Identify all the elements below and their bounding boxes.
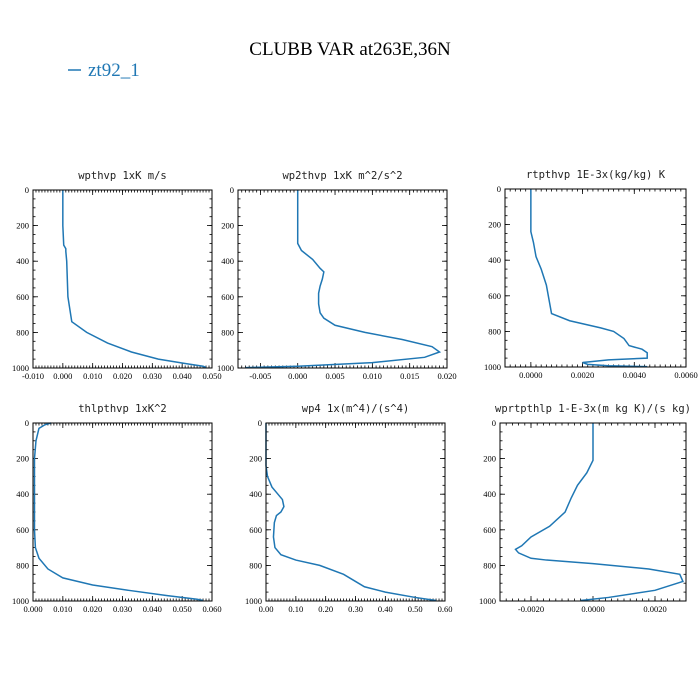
x-tick-label: 0.030 bbox=[113, 604, 132, 614]
y-tick-label: 600 bbox=[249, 525, 262, 535]
y-tick-label: 400 bbox=[16, 489, 29, 499]
legend: zt92_1 bbox=[68, 60, 140, 81]
y-tick-label: 200 bbox=[16, 454, 29, 464]
x-tick-label: 0.30 bbox=[348, 604, 363, 614]
panel-1: wpthvp 1xK m/s -0.010 0.000 0.010 0.020 0.030… bbox=[12, 170, 222, 381]
x-tick-label: -0.0020 bbox=[518, 604, 544, 614]
x-tick-label: 0.0020 bbox=[571, 370, 594, 380]
y-tick-label: 600 bbox=[483, 525, 496, 535]
series-line bbox=[245, 190, 442, 369]
legend-label: zt92_1 bbox=[88, 60, 140, 81]
y-tick-label: 800 bbox=[488, 326, 501, 336]
y-tick-label: 0 bbox=[497, 184, 501, 194]
x-tick-label: 0.020 bbox=[83, 604, 102, 614]
y-tick-label: 400 bbox=[16, 256, 29, 266]
plot-frame bbox=[265, 422, 446, 602]
y-tick-label: 0 bbox=[258, 418, 262, 428]
x-tick-label: 0.010 bbox=[83, 371, 102, 381]
x-tick-label: 0.000 bbox=[53, 371, 72, 381]
y-tick-label: 1000 bbox=[12, 596, 29, 606]
x-tick-label: 0.0000 bbox=[581, 604, 604, 614]
y-tick-label: 800 bbox=[483, 560, 496, 570]
panel-title: thlpthvp 1xK^2 bbox=[78, 403, 167, 415]
y-tick-label: 800 bbox=[249, 560, 262, 570]
figure-title: CLUBB VAR at263E,36N bbox=[249, 39, 451, 60]
x-tick-label: 0.010 bbox=[53, 604, 72, 614]
plot-frame bbox=[32, 189, 213, 369]
y-tick-label: 200 bbox=[16, 221, 29, 231]
y-tick-label: 400 bbox=[483, 489, 496, 499]
panel-6: wprtpthlp 1-E-3x(m kg K)/(s kg) -0.0020 0.… bbox=[479, 403, 691, 614]
y-tick-label: 800 bbox=[16, 327, 29, 337]
y-tick-label: 200 bbox=[488, 220, 501, 230]
x-tick-label: 0.000 bbox=[288, 371, 307, 381]
x-tick-label: -0.010 bbox=[22, 371, 44, 381]
series-line bbox=[530, 189, 648, 368]
x-tick-label: 0.0000 bbox=[519, 370, 542, 380]
x-tick-label: 0.10 bbox=[288, 604, 303, 614]
panel-title: wpthvp 1xK m/s bbox=[78, 170, 167, 182]
x-tick-label: 0.020 bbox=[113, 371, 132, 381]
x-tick-label: 0.0040 bbox=[623, 370, 646, 380]
x-tick-label: 0.020 bbox=[437, 371, 456, 381]
y-tick-label: 400 bbox=[221, 256, 234, 266]
panel-3: rtpthvp 1E-3x(kg/kg) K 0.0000 0.0020 0.0040… bbox=[484, 169, 698, 380]
x-tick-label: 0.50 bbox=[408, 604, 423, 614]
series-line bbox=[62, 190, 207, 369]
x-tick-label: 0.000 bbox=[23, 604, 42, 614]
x-tick-label: 0.050 bbox=[173, 604, 192, 614]
series-line bbox=[514, 423, 684, 602]
panel-4: thlpthvp 1xK^2 0.000 0.010 0.020 0.030 0.040 0… bbox=[12, 403, 222, 614]
x-tick-label: 0.040 bbox=[173, 371, 192, 381]
y-tick-label: 800 bbox=[16, 560, 29, 570]
plot-frame bbox=[499, 422, 687, 602]
y-tick-label: 200 bbox=[483, 454, 496, 464]
x-tick-label: 0.40 bbox=[378, 604, 393, 614]
plot-frame bbox=[237, 189, 448, 369]
x-tick-label: -0.005 bbox=[249, 371, 271, 381]
y-tick-label: 600 bbox=[16, 292, 29, 302]
series-line bbox=[33, 422, 204, 602]
x-tick-label: 0.0020 bbox=[643, 604, 666, 614]
y-tick-label: 1000 bbox=[245, 596, 262, 606]
panel-title: wprtpthlp 1-E-3x(m kg K)/(s kg) bbox=[495, 403, 691, 415]
y-tick-label: 1000 bbox=[12, 363, 29, 373]
x-tick-label: 0.040 bbox=[143, 604, 162, 614]
x-tick-label: 0.005 bbox=[325, 371, 344, 381]
y-tick-label: 600 bbox=[221, 292, 234, 302]
y-tick-label: 800 bbox=[221, 327, 234, 337]
x-tick-label: 0.60 bbox=[438, 604, 453, 614]
x-tick-label: 0.030 bbox=[143, 371, 162, 381]
y-tick-label: 1000 bbox=[479, 596, 496, 606]
y-tick-label: 600 bbox=[16, 525, 29, 535]
y-tick-label: 0 bbox=[230, 185, 234, 195]
x-tick-label: 0.20 bbox=[318, 604, 333, 614]
panel-title: wp4 1x(m^4)/(s^4) bbox=[302, 403, 409, 415]
y-tick-label: 0 bbox=[25, 185, 29, 195]
panel-5: wp4 1x(m^4)/(s^4) 0.00 0.10 0.20 0.30 0.40 0.5… bbox=[245, 403, 452, 614]
x-tick-label: 0.060 bbox=[202, 604, 221, 614]
plot-frame bbox=[32, 422, 213, 602]
series-line bbox=[265, 423, 437, 602]
y-tick-label: 0 bbox=[492, 418, 496, 428]
y-tick-label: 1000 bbox=[484, 362, 501, 372]
y-tick-label: 400 bbox=[249, 489, 262, 499]
y-tick-label: 400 bbox=[488, 255, 501, 265]
y-tick-label: 600 bbox=[488, 291, 501, 301]
y-tick-label: 200 bbox=[249, 454, 262, 464]
y-tick-label: 1000 bbox=[217, 363, 234, 373]
x-tick-label: 0.00 bbox=[259, 604, 274, 614]
x-tick-label: 0.015 bbox=[400, 371, 419, 381]
y-tick-label: 0 bbox=[25, 418, 29, 428]
x-tick-label: 0.050 bbox=[202, 371, 221, 381]
panel-title: rtpthvp 1E-3x(kg/kg) K bbox=[526, 169, 666, 181]
panel-title: wp2thvp 1xK m^2/s^2 bbox=[282, 170, 402, 182]
panel-2: wp2thvp 1xK m^2/s^2 -0.005 0.000 0.005 0.010… bbox=[217, 170, 457, 381]
x-tick-label: 0.0060 bbox=[674, 370, 697, 380]
y-tick-label: 200 bbox=[221, 221, 234, 231]
x-tick-label: 0.010 bbox=[363, 371, 382, 381]
plot-frame bbox=[504, 188, 687, 368]
